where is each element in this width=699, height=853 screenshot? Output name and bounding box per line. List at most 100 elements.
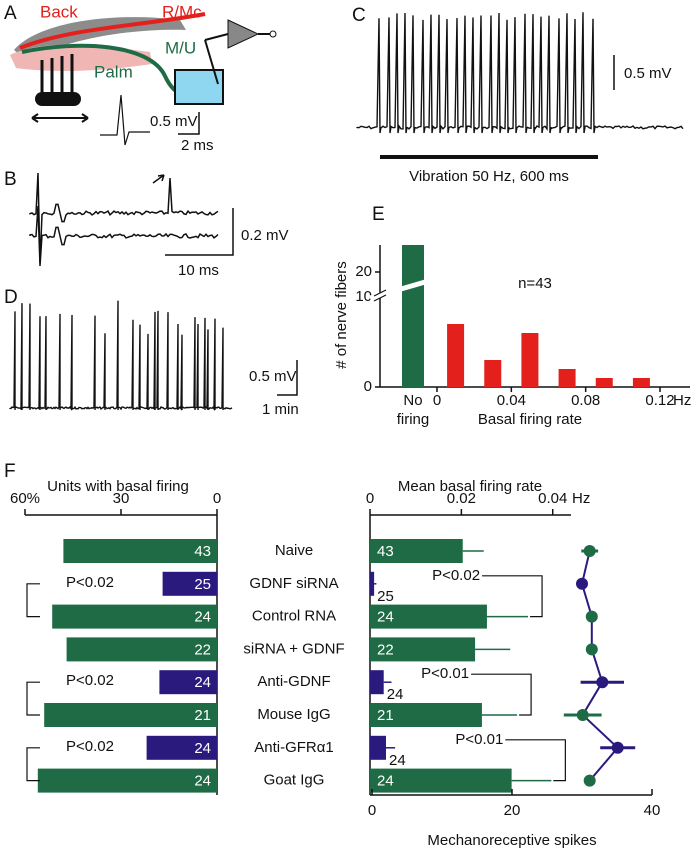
bar [370,571,375,596]
trace [9,300,233,412]
stimulus-label: Vibration 50 Hz, 600 ms [409,168,569,185]
category-label: No firing [397,392,430,428]
annotation: n=43 [518,275,552,292]
n-label: 24 [377,609,394,626]
scale-label: 1 min [262,401,299,418]
spike-waveform [100,94,150,146]
n-label: 24 [387,686,404,703]
nerve-label: M/U [165,38,196,57]
nerve-label: R/Mc [162,2,202,21]
x-tick-label: 0.12 [645,392,674,409]
n-label: 25 [194,576,211,593]
bracket [26,681,40,716]
bar [370,670,384,695]
n-label: 24 [194,609,211,626]
x-axis-label: Mechanoreceptive spikes [427,832,596,849]
panel-label: A [4,3,17,24]
electrode [204,39,219,85]
x-unit: Hz [572,490,590,507]
panel-label: B [4,169,17,190]
trace [356,12,684,134]
n-label: 22 [194,641,211,658]
bar [447,324,465,387]
p-value: P<0.01 [421,665,469,682]
x-tick-label: 40 [644,802,661,819]
x-tick-label: 0.04 [497,392,526,409]
bar [370,735,386,760]
n-label: 24 [194,740,211,757]
point [596,676,609,689]
scale-label: 0.2 mV [241,227,289,244]
x-axis-label: Basal firing rate [478,411,582,428]
bracket [26,583,40,618]
wire [204,33,270,41]
n-label: 24 [389,752,406,769]
x-tick-label: 0 [433,392,441,409]
trace [29,205,219,267]
x-tick-label: 0.04 [538,490,567,507]
n-label: 22 [377,641,394,658]
x-tick-label: 0.08 [571,392,600,409]
nerve-back [19,12,206,50]
bar [146,735,217,760]
scale-label: 0.5 mV [624,65,672,82]
bar [521,333,539,387]
n-label: 25 [377,588,394,605]
nerve-label: Palm [94,62,133,81]
point [583,545,596,557]
p-value: P<0.02 [66,738,114,755]
point [583,774,596,787]
bar [52,604,218,629]
double-arrow [31,113,89,123]
category-label: Goat IgG [264,772,325,789]
scale-label: 0.5 mV [249,368,297,385]
axis-break [373,289,387,302]
x-tick-label: 60% [10,490,40,507]
bar [484,360,502,387]
bracket [505,739,566,782]
hand-back [14,17,186,62]
n-label: 24 [194,674,211,691]
bar [370,637,476,662]
bar [402,245,424,387]
p-value: P<0.02 [432,567,480,584]
n-label: 21 [194,707,211,724]
point [576,709,589,721]
scale-bar [165,208,234,256]
x-tick-label: 30 [113,490,130,507]
hand-palm [10,44,152,71]
point [585,643,598,656]
category-label: Mouse IgG [257,706,330,723]
category-label: siRNA + GDNF [243,640,344,657]
bar [37,768,217,793]
stimulus-bar [380,155,598,159]
bar [370,703,482,727]
p-value: P<0.02 [66,672,114,689]
p-value: P<0.02 [66,574,114,591]
x-tick-label: 20 [504,802,521,819]
probe [35,92,81,106]
bracket [26,747,40,782]
nerve-label: Back [40,2,78,21]
y-tick-label: 20 [355,263,372,280]
panel-label: D [4,287,18,308]
x-unit: Hz [673,392,691,409]
category-label: Anti-GDNF [257,673,330,690]
y-tick-label: 10 [355,288,372,305]
bar [558,369,576,387]
category-label: Anti-GFRα1 [254,739,334,756]
scale-bar [277,360,298,396]
bar [66,637,217,662]
n-label: 43 [377,543,394,560]
panel-a-diagram [10,12,277,146]
bracket [471,673,532,716]
axis-break [369,277,433,301]
x-tick-label: 0 [368,802,376,819]
axis-title: Mean basal firing rate [398,478,542,495]
category-label: Control RNA [252,608,336,625]
bar [162,571,217,596]
probe-pins [40,54,74,95]
y-axis-label: # of nerve fibers [333,261,350,369]
x-tick-label: 0 [213,490,221,507]
